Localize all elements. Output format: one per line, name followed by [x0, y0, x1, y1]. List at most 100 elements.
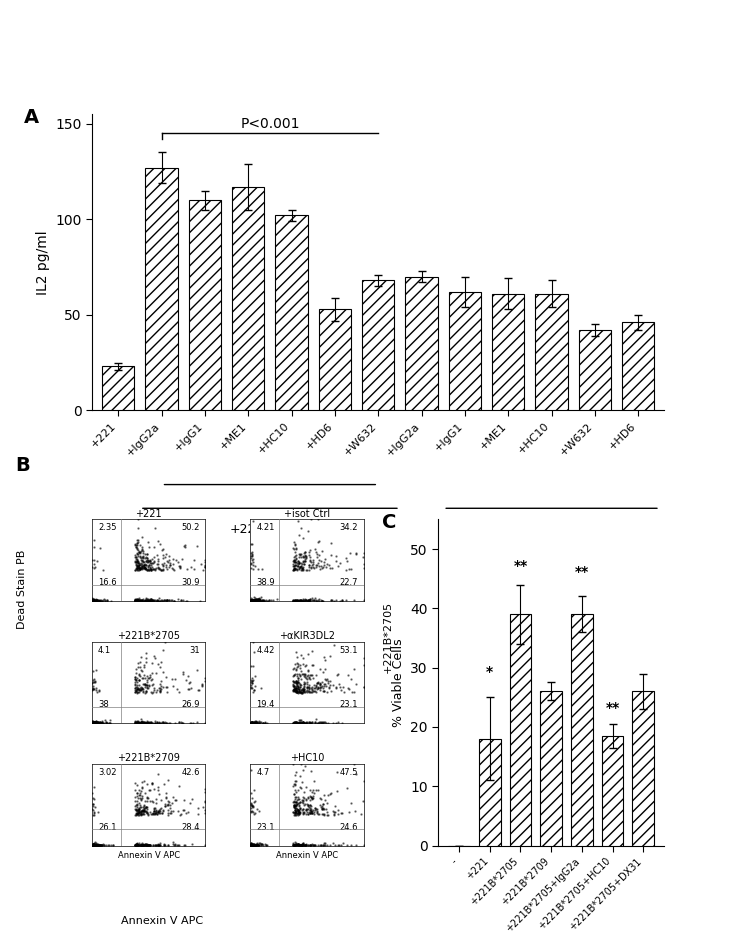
Point	[142, 680, 154, 695]
Point	[132, 560, 144, 576]
Point	[165, 795, 177, 810]
Point	[144, 715, 156, 731]
Point	[289, 802, 301, 817]
Point	[306, 560, 317, 575]
Point	[260, 836, 272, 851]
Point	[303, 679, 314, 694]
Point	[146, 593, 158, 608]
Point	[337, 593, 348, 608]
Point	[93, 715, 105, 731]
Point	[249, 593, 261, 608]
Point	[303, 807, 314, 822]
Point	[94, 715, 106, 731]
Point	[88, 715, 100, 731]
Point	[292, 715, 304, 731]
Point	[159, 593, 171, 608]
Point	[248, 593, 260, 608]
Point	[246, 837, 258, 852]
Point	[288, 787, 300, 802]
Point	[245, 593, 257, 608]
Point	[134, 560, 145, 575]
Point	[245, 714, 257, 730]
Point	[131, 799, 143, 814]
Point	[152, 593, 164, 608]
Point	[131, 553, 143, 568]
Point	[301, 713, 313, 729]
Bar	[145, 167, 178, 410]
Point	[141, 838, 153, 853]
Point	[342, 668, 354, 683]
Point	[132, 562, 144, 578]
Point	[295, 594, 307, 609]
Point	[91, 837, 103, 852]
Point	[301, 715, 313, 731]
Point	[92, 715, 103, 731]
Point	[306, 791, 318, 807]
Point	[303, 592, 314, 607]
Point	[306, 593, 317, 608]
Point	[252, 837, 263, 852]
Point	[290, 798, 302, 813]
Point	[249, 715, 261, 731]
Point	[251, 593, 263, 608]
Point	[246, 835, 258, 850]
Point	[146, 793, 158, 808]
Point	[289, 714, 301, 730]
Point	[249, 593, 261, 608]
Point	[297, 650, 309, 665]
Point	[134, 715, 146, 731]
Point	[255, 714, 266, 730]
Point	[159, 634, 171, 649]
Point	[328, 807, 340, 822]
Point	[247, 837, 259, 852]
Point	[88, 715, 100, 731]
Point	[89, 592, 100, 607]
Point	[306, 560, 317, 576]
Point	[288, 554, 300, 569]
Point	[89, 593, 101, 608]
Point	[89, 674, 100, 689]
Point	[101, 715, 113, 731]
Point	[86, 593, 98, 608]
Point	[305, 802, 317, 817]
Point	[142, 715, 154, 731]
Point	[356, 807, 368, 822]
Point	[294, 805, 306, 820]
Point	[294, 556, 306, 571]
Point	[131, 807, 143, 822]
Text: +221B*2705: +221B*2705	[230, 523, 311, 536]
Point	[133, 783, 145, 798]
Point	[87, 593, 99, 608]
Point	[141, 562, 153, 578]
Point	[357, 794, 369, 809]
Point	[344, 545, 356, 560]
Bar	[479, 739, 500, 846]
Point	[103, 715, 114, 731]
Point	[89, 714, 100, 730]
Point	[356, 549, 368, 564]
Point	[246, 838, 258, 853]
Point	[130, 807, 142, 822]
Point	[89, 837, 100, 852]
Point	[245, 593, 257, 608]
Point	[138, 558, 150, 573]
Point	[139, 560, 151, 576]
Point	[252, 593, 264, 608]
Point	[292, 678, 303, 694]
Point	[142, 838, 154, 853]
Point	[137, 591, 149, 606]
Point	[319, 835, 331, 850]
Point	[141, 714, 153, 730]
Point	[290, 800, 302, 815]
Point	[142, 593, 154, 608]
Point	[294, 684, 306, 699]
Point	[132, 802, 144, 817]
Point	[306, 714, 318, 730]
Point	[245, 592, 257, 607]
Point	[253, 715, 265, 731]
Point	[132, 837, 144, 852]
Point	[87, 593, 99, 608]
Point	[294, 802, 306, 817]
Point	[303, 799, 315, 814]
Point	[317, 800, 328, 815]
